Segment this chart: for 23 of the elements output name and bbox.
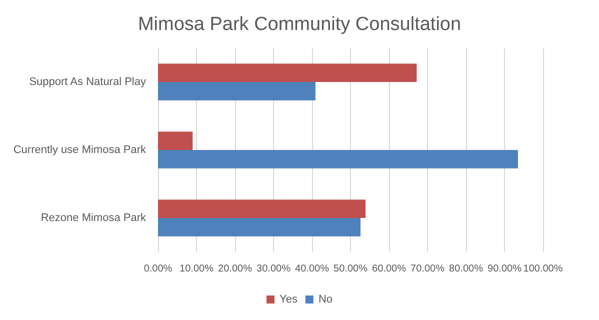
x-tick-label: 30.00% <box>256 264 291 274</box>
bar <box>158 132 193 150</box>
x-tick-label: 90.00% <box>488 264 522 274</box>
x-tick-label: 60.00% <box>372 264 406 274</box>
y-tick-label: Support As Natural Play <box>29 76 146 88</box>
bar <box>158 200 366 218</box>
x-tick-label: 100.00% <box>523 264 563 274</box>
bar <box>158 218 361 236</box>
bar <box>158 82 316 100</box>
y-tick-label: Currently use Mimosa Park <box>13 144 146 156</box>
chart-title: Mimosa Park Community Consultation <box>138 14 462 35</box>
x-tick-label: 20.00% <box>218 264 252 274</box>
y-tick-label: Rezone Mimosa Park <box>40 212 146 224</box>
legend-label: No <box>318 294 333 306</box>
legend-label: Yes <box>279 294 298 306</box>
x-tick-label: 50.00% <box>334 264 368 274</box>
bar <box>158 64 417 82</box>
x-tick-label: 10.00% <box>180 264 214 274</box>
x-tick-label: 70.00% <box>410 264 445 274</box>
bar <box>158 150 518 168</box>
x-tick-label: 40.00% <box>295 264 330 274</box>
x-tick-label: 80.00% <box>449 264 484 274</box>
x-tick-label: 0.00% <box>144 264 172 274</box>
